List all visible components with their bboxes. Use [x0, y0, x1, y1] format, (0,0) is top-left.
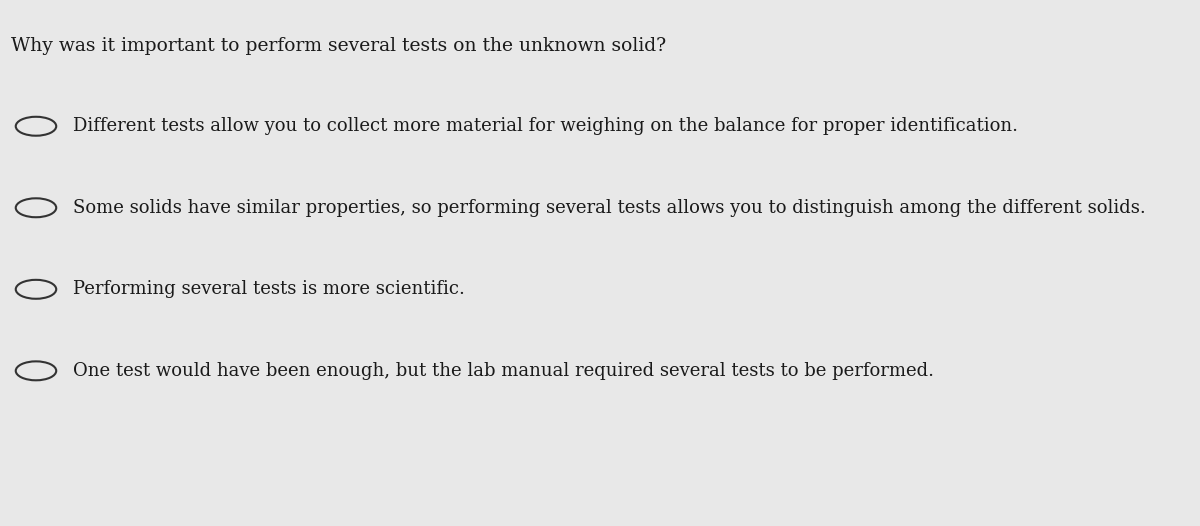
Text: Some solids have similar properties, so performing several tests allows you to d: Some solids have similar properties, so … [73, 199, 1146, 217]
Text: Different tests allow you to collect more material for weighing on the balance f: Different tests allow you to collect mor… [73, 117, 1018, 135]
Text: Performing several tests is more scientific.: Performing several tests is more scienti… [73, 280, 464, 298]
Text: Why was it important to perform several tests on the unknown solid?: Why was it important to perform several … [11, 37, 666, 55]
Text: One test would have been enough, but the lab manual required several tests to be: One test would have been enough, but the… [73, 362, 934, 380]
